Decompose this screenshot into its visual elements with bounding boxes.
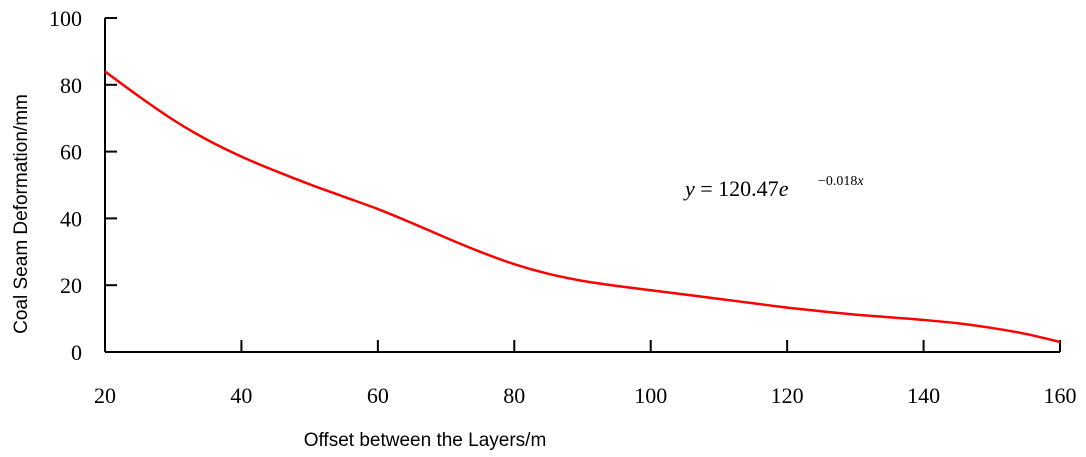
- series-line: [104, 70, 1061, 344]
- series-point: [547, 273, 549, 275]
- x-axis-title: Offset between the Layers/m: [304, 430, 547, 451]
- series-point: [854, 314, 856, 316]
- y-tick-label: 40: [60, 206, 82, 231]
- series-point: [582, 280, 584, 282]
- series-point: [275, 170, 277, 172]
- x-tick-label: 20: [94, 383, 116, 408]
- series-point: [513, 263, 515, 265]
- svg-text:−0.018x: −0.018x: [818, 174, 864, 189]
- series-point: [786, 307, 788, 309]
- y-tick-label: 80: [60, 73, 82, 98]
- series-point: [445, 237, 447, 239]
- series-point: [1025, 333, 1027, 335]
- x-tick-label: 160: [1044, 383, 1077, 408]
- y-axis-title: Coal Seam Deformation/mm: [11, 94, 32, 334]
- x-tick-label: 120: [771, 383, 804, 408]
- series-point: [479, 251, 481, 253]
- series-point: [240, 156, 242, 158]
- series-point: [684, 294, 686, 296]
- x-tick-label: 80: [503, 383, 525, 408]
- equation-annotation: y = 120.47e −0.018x: [683, 174, 864, 201]
- series-point: [923, 319, 925, 321]
- x-tick-label: 60: [367, 383, 389, 408]
- series-point: [957, 322, 959, 324]
- series-point: [104, 70, 106, 72]
- x-tick-label: 40: [230, 383, 252, 408]
- equation-base: e: [779, 176, 789, 201]
- equation-exponent-sign: −: [818, 174, 826, 189]
- equation-exponent-value: 0.018: [826, 174, 858, 189]
- y-tick-label: 100: [49, 6, 82, 31]
- series-point: [377, 208, 379, 210]
- series-point: [752, 302, 754, 304]
- equation-exponent-var: x: [856, 174, 864, 189]
- series-point: [411, 222, 413, 224]
- series-layer: [104, 70, 1061, 344]
- series-point: [1059, 341, 1061, 343]
- x-ticks: 20 40 60 80 100 120 140 160: [94, 340, 1077, 408]
- equation-var-y: y: [683, 176, 695, 201]
- y-tick-label: 60: [60, 140, 82, 165]
- y-ticks: 0 20 40 60 80 100: [49, 6, 117, 365]
- series-point: [138, 95, 140, 97]
- series-point: [309, 183, 311, 185]
- series-point: [820, 310, 822, 312]
- series-point: [650, 289, 652, 291]
- series-point: [343, 196, 345, 198]
- equation-coefficient: = 120.47: [695, 176, 779, 201]
- series-point: [172, 119, 174, 121]
- x-tick-label: 140: [907, 383, 940, 408]
- svg-text:y = 120.47e: y = 120.47e: [683, 176, 789, 201]
- axes: [104, 18, 1060, 353]
- series-point: [718, 298, 720, 300]
- x-tick-label: 100: [634, 383, 667, 408]
- y-tick-label: 0: [71, 340, 82, 365]
- series-point: [991, 327, 993, 329]
- series-point: [616, 285, 618, 287]
- series-point: [206, 139, 208, 141]
- y-tick-label: 20: [60, 273, 82, 298]
- series-point: [888, 316, 890, 318]
